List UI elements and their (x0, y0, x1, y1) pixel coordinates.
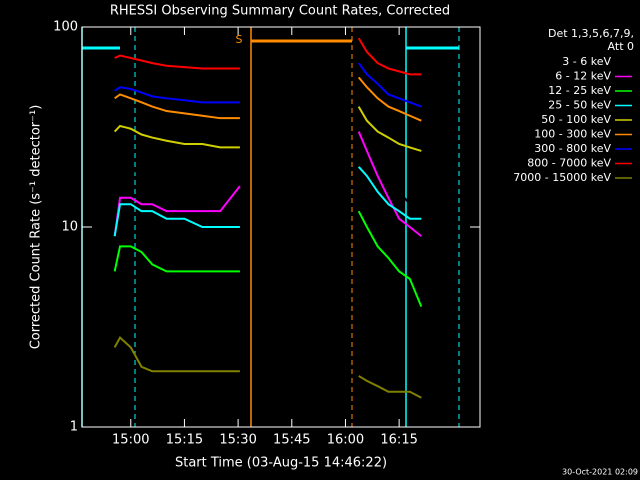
legend-label: 25 - 50 keV (548, 99, 611, 112)
legend-label: 7000 - 15000 keV (513, 171, 611, 184)
legend-label: 300 - 800 keV (534, 142, 611, 155)
chart-title: RHESSI Observing Summary Count Rates, Co… (110, 4, 450, 19)
x-tick-label: 16:00 (327, 433, 364, 448)
series-line (114, 76, 422, 122)
y-tick-label: 100 (53, 20, 78, 35)
legend-label: 12 - 25 keV (548, 84, 611, 97)
series-line (113, 166, 422, 237)
legend-label: 800 - 7000 keV (527, 157, 611, 170)
plot-area (82, 27, 480, 427)
series-line (114, 37, 422, 76)
x-tick-label: 15:15 (166, 433, 203, 448)
series-line (113, 210, 423, 307)
legend-title: Det 1,3,5,6,7,9, (548, 27, 634, 40)
timestamp: 30-Oct-2021 02:09 (562, 468, 638, 477)
y-tick-label: 1 (70, 420, 78, 435)
x-tick-label: 15:45 (273, 433, 310, 448)
x-axis-label: Start Time (03-Aug-15 14:46:22) (175, 456, 387, 471)
x-tick-label: 15:30 (219, 433, 256, 448)
series-line (114, 62, 422, 108)
x-tick-label: 15:00 (112, 433, 149, 448)
legend-label: 50 - 100 keV (541, 113, 611, 126)
y-tick-label: 10 (61, 220, 78, 235)
legend-label: 6 - 12 keV (555, 70, 611, 83)
series-line (113, 335, 422, 399)
legend-label: 100 - 300 keV (534, 128, 611, 141)
series-line (113, 131, 422, 237)
legend-title: Att 0 (608, 40, 634, 53)
legend-label: 3 - 6 keV (562, 55, 611, 68)
plot-frame (81, 26, 481, 428)
x-tick-label: 16:15 (380, 433, 417, 448)
series-line (113, 106, 422, 152)
saa-label: S (236, 33, 243, 46)
y-axis-label: Corrected Count Rate (s⁻¹ detector⁻¹) (29, 105, 44, 350)
series-line (113, 120, 422, 213)
